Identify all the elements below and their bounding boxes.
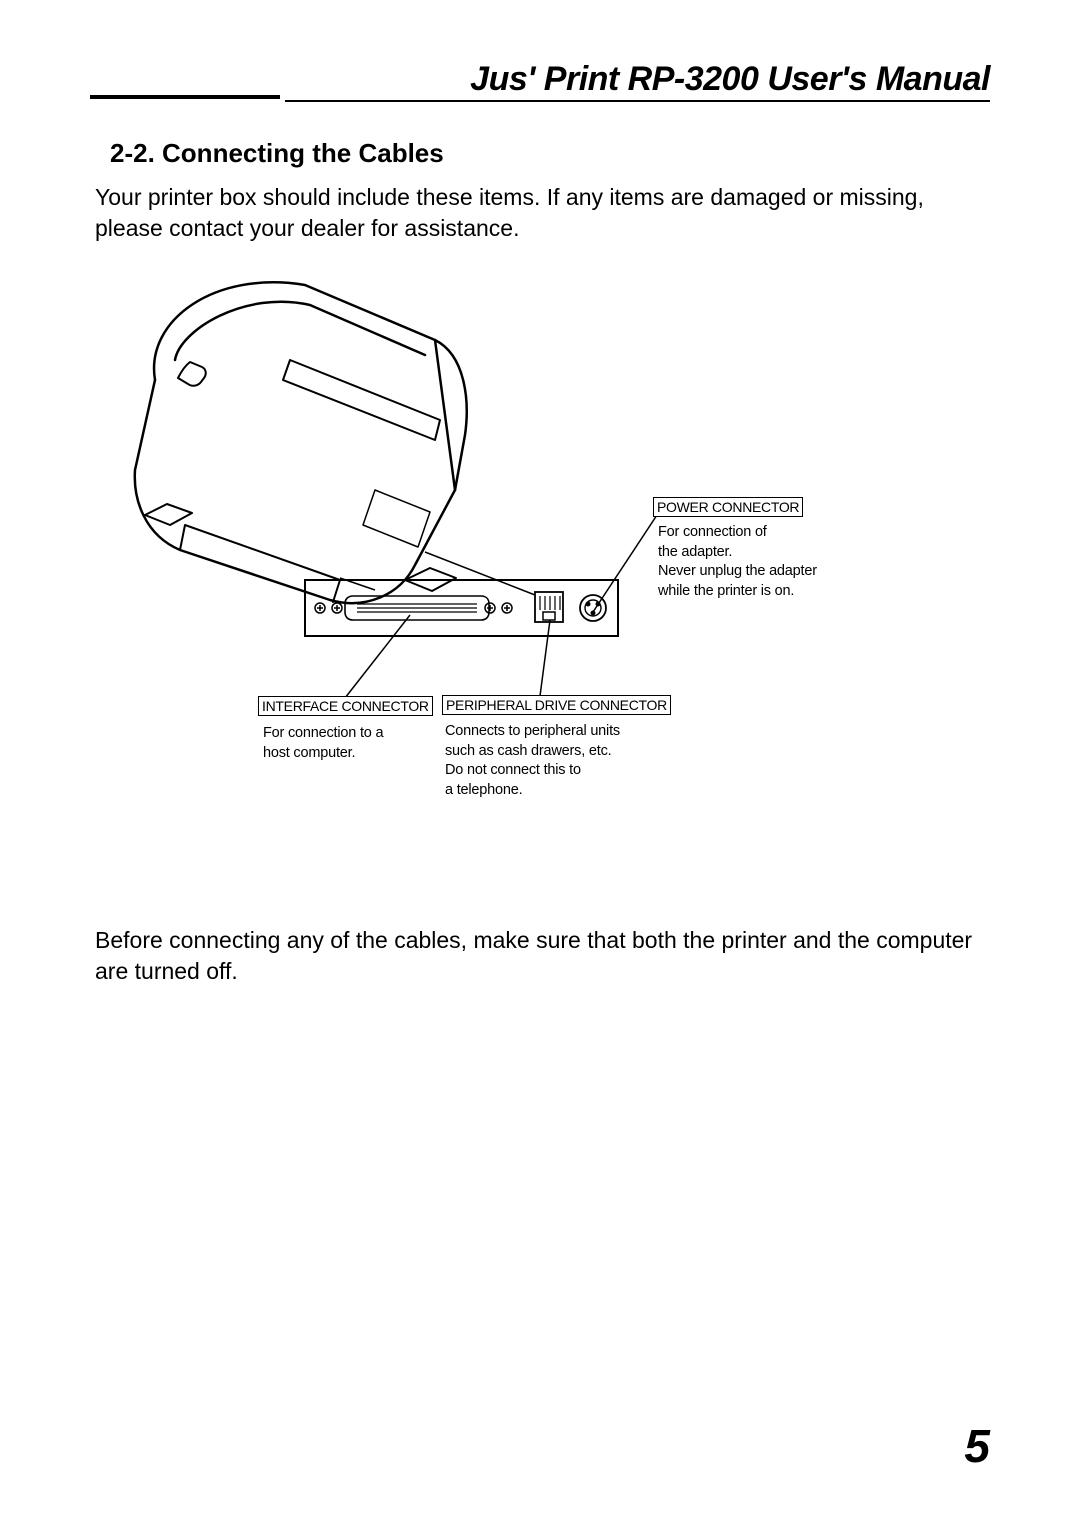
text-line: Do not connect this to bbox=[445, 761, 620, 781]
intro-paragraph: Your printer box should include these it… bbox=[95, 182, 985, 244]
text-line: Never unplug the adapter bbox=[658, 562, 817, 582]
header-rule-short bbox=[90, 95, 280, 99]
page-number: 5 bbox=[964, 1419, 990, 1473]
text-line: such as cash drawers, etc. bbox=[445, 742, 620, 762]
text-line: a telephone. bbox=[445, 781, 620, 801]
text-line: For connection of bbox=[658, 523, 817, 543]
header-rule-long bbox=[285, 100, 990, 102]
interface-connector-label: INTERFACE CONNECTOR bbox=[258, 696, 433, 716]
interface-connector-text: For connection to a host computer. bbox=[263, 724, 383, 763]
text-line: while the printer is on. bbox=[658, 582, 817, 602]
header-title: Jus' Print RP-3200 User's Manual bbox=[470, 60, 990, 99]
bottom-paragraph: Before connecting any of the cables, mak… bbox=[95, 925, 985, 987]
text-line: host computer. bbox=[263, 744, 383, 764]
text-line: the adapter. bbox=[658, 543, 817, 563]
power-connector-label: POWER CONNECTOR bbox=[653, 497, 803, 517]
section-title: 2-2. Connecting the Cables bbox=[110, 138, 444, 169]
manual-page: Jus' Print RP-3200 User's Manual 2-2. Co… bbox=[0, 0, 1080, 1528]
power-connector-text: For connection of the adapter. Never unp… bbox=[658, 523, 817, 601]
text-line: Connects to peripheral units bbox=[445, 722, 620, 742]
peripheral-connector-text: Connects to peripheral units such as cas… bbox=[445, 722, 620, 800]
peripheral-connector-label: PERIPHERAL DRIVE CONNECTOR bbox=[442, 695, 671, 715]
printer-diagram: POWER CONNECTOR For connection of the ad… bbox=[95, 260, 995, 810]
text-line: For connection to a bbox=[263, 724, 383, 744]
